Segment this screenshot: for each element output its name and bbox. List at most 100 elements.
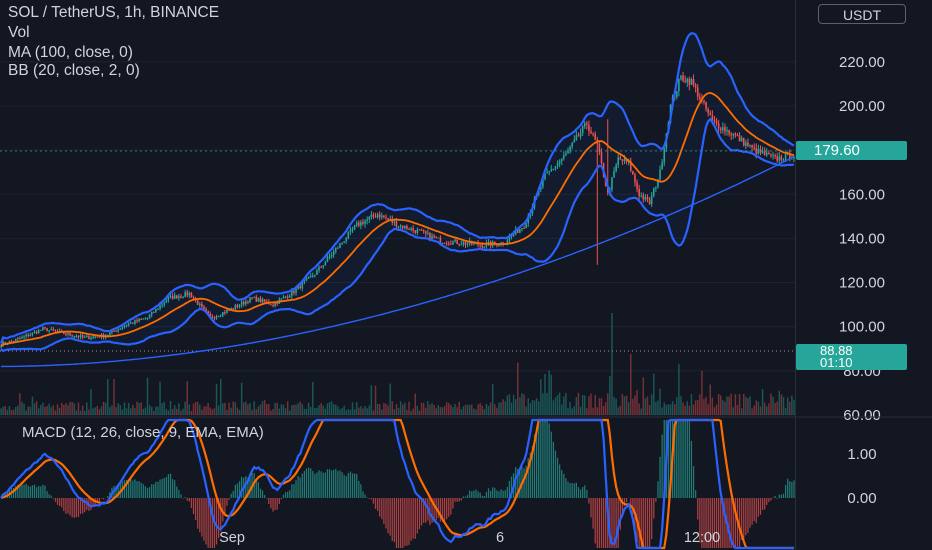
macd-histogram-bar: [734, 498, 737, 548]
volume-bar: [289, 410, 291, 415]
macd-histogram-bar: [197, 498, 199, 529]
volume-bar: [303, 408, 306, 415]
volume-bar: [548, 370, 550, 415]
candle-body: [332, 251, 335, 256]
macd-histogram-bar: [291, 484, 293, 498]
volume-bar: [500, 402, 502, 415]
candle-body: [192, 297, 195, 299]
volume-bar: [422, 402, 425, 415]
macd-histogram-bar: [75, 498, 77, 518]
volume-bar: [669, 404, 672, 415]
macd-histogram-bar: [169, 473, 172, 498]
macd-histogram-bar: [287, 491, 289, 498]
bb-lower-line: [0, 117, 795, 353]
macd-histogram-bar: [776, 498, 778, 499]
volume-bar: [83, 410, 86, 415]
candle-body: [506, 240, 509, 244]
macd-histogram-bar: [364, 494, 366, 498]
volume-bar: [123, 402, 126, 415]
candle-body: [207, 311, 209, 314]
macd-histogram-bar: [370, 498, 372, 500]
candle-body: [67, 332, 69, 335]
candle-body: [542, 179, 544, 187]
candle-body: [224, 312, 226, 314]
macd-histogram-bar: [569, 483, 571, 498]
candle-body: [466, 243, 469, 245]
volume-bar: [393, 409, 396, 415]
macd-histogram-bar: [594, 498, 596, 544]
volume-bar: [471, 404, 473, 415]
macd-histogram-bar: [15, 486, 17, 498]
macd-histogram-bar: [408, 498, 410, 545]
volume-bar: [278, 408, 281, 415]
macd-histogram-bar: [715, 498, 718, 548]
volume-bar: [575, 397, 578, 415]
macd-histogram-bar: [692, 466, 695, 498]
macd-histogram-bar: [764, 498, 766, 510]
candle-body: [408, 229, 410, 231]
symbol-legend[interactable]: SOL / TetherUS, 1h, BINANCE: [8, 4, 220, 21]
volume-bar: [778, 390, 781, 415]
volume-legend[interactable]: Vol: [8, 24, 30, 41]
candle-body: [412, 228, 414, 231]
volume-bar: [730, 393, 732, 415]
volume-bar: [6, 409, 9, 415]
candle-body: [52, 329, 55, 331]
candle-body: [429, 232, 431, 239]
volume-bar: [219, 378, 222, 415]
volume-bar: [634, 395, 636, 415]
currency-button[interactable]: USDT: [818, 4, 906, 24]
volume-bar: [347, 409, 350, 415]
candle-body: [35, 331, 38, 334]
ma-legend[interactable]: MA (100, close, 0): [8, 44, 133, 61]
macd-histogram-bar: [303, 470, 306, 498]
volume-bar: [376, 403, 379, 415]
macd-legend[interactable]: MACD (12, 26, close, 9, EMA, EMA): [22, 424, 264, 441]
volume-bar: [163, 401, 165, 415]
volume-bar: [286, 401, 289, 415]
candle-body: [180, 296, 182, 298]
volume-bar: [615, 398, 617, 415]
indicator-legend-ma-bb[interactable]: MA (100, close, 0) BB (20, close, 2, 0): [8, 44, 140, 80]
volume-bar: [406, 410, 408, 415]
volume-bar: [180, 410, 182, 415]
volume-bar: [510, 402, 513, 415]
candle-body: [251, 297, 253, 299]
candle-body: [217, 316, 220, 318]
volume-bar: [694, 400, 697, 415]
macd-histogram-bar: [694, 490, 697, 498]
candle-body: [161, 304, 163, 306]
candle-body: [155, 309, 157, 313]
macd-histogram-bar: [680, 420, 682, 498]
volume-bar: [613, 396, 615, 415]
volume-bar: [245, 401, 247, 415]
volume-bar: [266, 404, 268, 415]
volume-bar: [312, 381, 314, 415]
macd-histogram-bar: [211, 498, 213, 548]
candle-body: [414, 230, 417, 233]
volume-bar: [671, 401, 674, 415]
candle-body: [638, 188, 640, 197]
macd-histogram-bar: [203, 498, 205, 541]
bb-legend[interactable]: BB (20, close, 2, 0): [8, 62, 140, 79]
volume-bar: [433, 405, 435, 415]
macd-tick-label: 1.00: [847, 446, 876, 463]
volume-bar: [355, 402, 358, 415]
volume-bar: [14, 406, 17, 415]
macd-histogram-bar: [46, 491, 48, 498]
candle-body: [148, 315, 151, 318]
macd-histogram-bar: [117, 483, 119, 498]
candle-body: [378, 214, 381, 218]
candle-body: [443, 242, 446, 244]
candle-body: [140, 319, 143, 321]
macd-histogram-bar: [605, 498, 607, 548]
volume-bar: [249, 402, 251, 415]
candle-body: [406, 225, 408, 230]
volume-bar: [722, 400, 724, 415]
macd-histogram-bar: [774, 495, 776, 498]
volume-bar: [44, 406, 46, 415]
macd-histogram-bar: [379, 498, 381, 517]
macd-histogram-bar: [506, 486, 508, 498]
volume-bar: [52, 405, 55, 415]
